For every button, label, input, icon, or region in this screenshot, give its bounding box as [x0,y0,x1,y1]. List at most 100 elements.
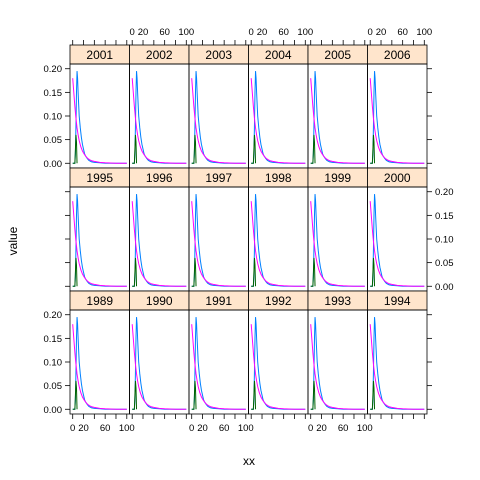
panel-2002: 2002 [129,44,190,169]
y-tick-label-left: 0.00 [44,159,63,170]
panel-1993: 1993 [307,290,368,415]
panel-1991: 1991 [188,290,249,415]
series-line-1-1989 [72,324,127,410]
panel-1990: 1990 [129,290,190,415]
panel-lines-2000 [369,194,425,287]
x-tick-label-top: 0 [130,27,135,38]
strip-label-1991: 1991 [205,294,232,308]
series-line-0-2003 [191,71,246,164]
x-tick-label-top: 0 [368,27,373,38]
strip-label-2004: 2004 [265,48,292,62]
strip-label-1993: 1993 [324,294,351,308]
panel-lines-2006 [369,71,425,164]
strip-label-2000: 2000 [384,171,411,185]
panel-lines-1990 [131,317,187,410]
series-line-2-1992 [251,380,257,410]
strip-label-2001: 2001 [86,48,113,62]
y-tick-label-left: 0.15 [44,88,63,99]
series-line-2-2003 [191,134,197,164]
strip-label-1998: 1998 [265,171,292,185]
series-line-2-2004 [251,134,257,164]
series-line-0-1995 [72,194,127,287]
series-line-1-1990 [131,324,187,410]
strip-label-1990: 1990 [146,294,173,308]
strip-label-1992: 1992 [265,294,292,308]
x-tick-label-bottom: 0 [189,423,194,434]
x-axis-title: xx [243,454,255,468]
strip-label-2006: 2006 [384,48,411,62]
series-line-1-1991 [191,324,246,410]
series-line-0-1999 [310,194,365,287]
x-tick-label-bottom: 20 [197,423,208,434]
series-line-0-2006 [370,71,425,164]
series-line-2-1990 [132,380,138,410]
y-tick-label-right: 0.10 [435,235,454,246]
x-tick-label-top: 100 [297,27,313,38]
x-tick-label-top: 0 [249,27,254,38]
series-line-0-1992 [251,317,306,410]
series-line-0-1994 [370,317,425,410]
series-line-2-1999 [310,257,316,287]
series-line-1-2003 [191,78,246,164]
series-line-0-1998 [251,194,306,287]
series-line-0-2002 [132,71,187,164]
series-line-1-1992 [250,324,306,410]
series-line-1-1996 [131,201,187,287]
panels-layer: 2001 2002 2003 2004 2005 2006 1995 1996 1997 1998… [44,27,454,434]
x-tick-label-top: 20 [138,27,149,38]
strip-label-1999: 1999 [324,171,351,185]
y-tick-label-left: 0.10 [44,112,63,123]
strip-label-1996: 1996 [146,171,173,185]
x-tick-label-top: 100 [178,27,194,38]
x-tick-label-bottom: 60 [219,423,230,434]
panel-1998: 1998 [248,167,309,292]
y-tick-label-left: 0.20 [44,64,63,75]
panel-lines-2001 [72,71,127,164]
panel-2001: 2001 [69,44,130,169]
y-tick-label-right: 0.20 [435,187,454,198]
y-tick-label-left: 0.20 [44,310,63,321]
y-tick-label-left: 0.05 [44,135,63,146]
series-line-1-2005 [310,78,365,164]
series-line-1-1999 [310,201,365,287]
panel-2006: 2006 [367,44,428,169]
strip-label-2003: 2003 [205,48,232,62]
panel-lines-1997 [191,194,246,287]
panel-lines-1999 [310,194,365,287]
series-line-2-1994 [370,380,376,410]
panel-1992: 1992 [248,290,309,415]
y-tick-label-right: 0.05 [435,258,454,269]
series-line-1-1998 [250,201,306,287]
series-line-0-2000 [370,194,425,287]
panel-lines-2004 [250,71,306,164]
panel-lines-1989 [72,317,127,410]
series-line-2-1998 [251,257,257,287]
panel-1995: 1995 [69,167,130,292]
x-tick-label-bottom: 20 [316,423,327,434]
series-line-2-1991 [191,380,197,410]
series-line-1-2004 [250,78,306,164]
panel-lines-1994 [369,317,425,410]
strip-label-1989: 1989 [86,294,113,308]
series-line-1-1993 [310,324,365,410]
panel-1996: 1996 [129,167,190,292]
series-line-0-1996 [132,194,187,287]
x-tick-label-top: 20 [376,27,387,38]
series-line-0-1993 [310,317,365,410]
strip-label-1995: 1995 [86,171,113,185]
x-tick-label-top: 60 [397,27,408,38]
series-line-1-2002 [131,78,187,164]
series-line-2-2002 [132,134,138,164]
strip-label-1997: 1997 [205,171,232,185]
series-line-2-1996 [132,257,138,287]
panel-lines-2002 [131,71,187,164]
panel-1994: 1994 [367,290,428,415]
series-line-1-2001 [72,78,127,164]
strip-label-2002: 2002 [146,48,173,62]
y-tick-label-left: 0.15 [44,334,63,345]
y-tick-label-left: 0.05 [44,381,63,392]
panel-2003: 2003 [188,44,249,169]
panel-lines-1995 [72,194,127,287]
series-line-2-1989 [72,380,78,410]
x-tick-label-top: 60 [278,27,289,38]
